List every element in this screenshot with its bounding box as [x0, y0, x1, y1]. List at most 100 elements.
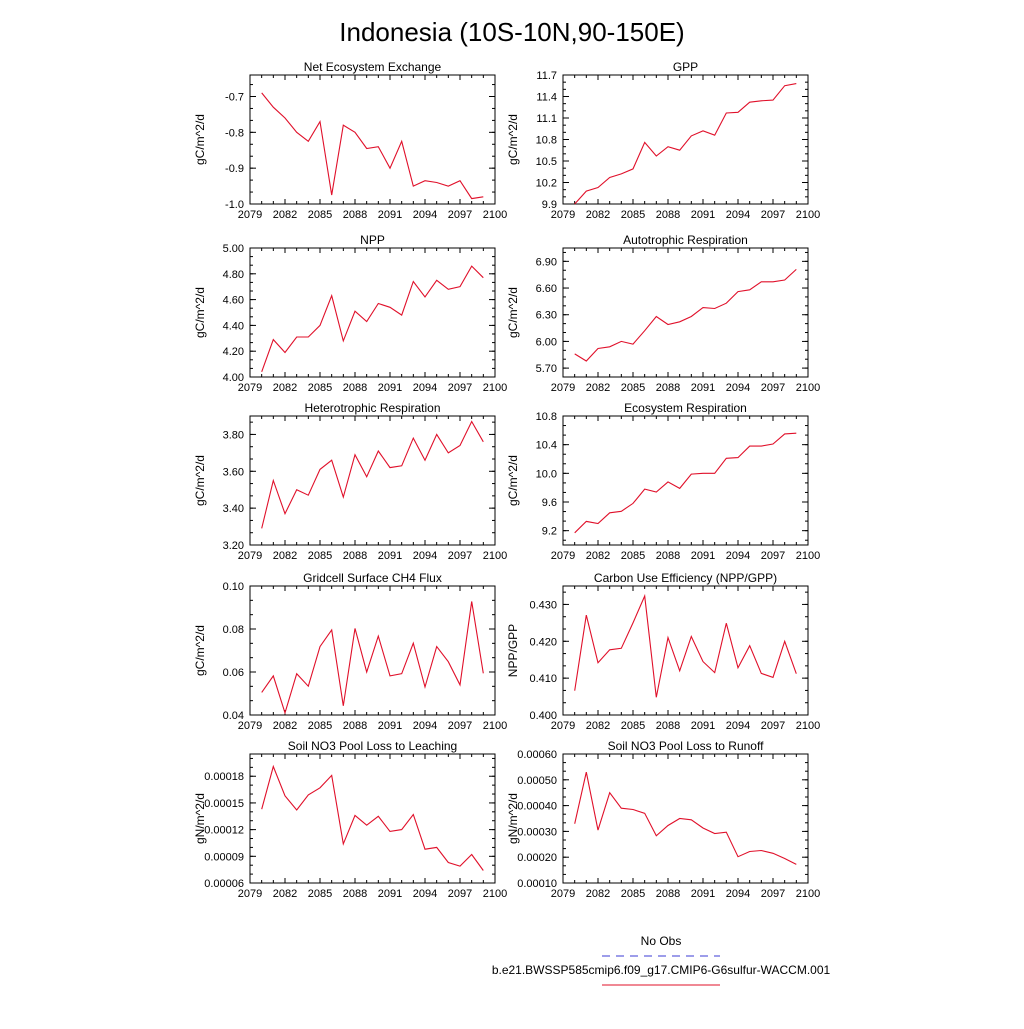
x-tick-label: 2082 [586, 209, 610, 221]
panel-2: GPP 2079 2082 2085 2088 2091 2094 2097 2100 9.9 10… [506, 60, 820, 221]
y-axis-label: gC/m^2/d [506, 114, 520, 165]
y-tick-label: 0.00060 [517, 749, 557, 761]
plot-frame [562, 585, 809, 716]
y-tick-label: 10.8 [536, 135, 557, 147]
x-tick-label: 2082 [586, 382, 610, 394]
panel-6: Ecosystem Respiration 2079 2082 2085 2088 209… [506, 401, 820, 562]
x-tick-label: 2079 [551, 209, 575, 221]
x-tick-label: 2085 [308, 888, 332, 900]
plot-frame [249, 247, 496, 378]
x-tick-label: 2079 [238, 550, 262, 562]
x-tick-label: 2085 [621, 550, 645, 562]
x-tick-label: 2097 [761, 209, 785, 221]
panel-title: Autotrophic Respiration [623, 233, 748, 247]
x-tick-label: 2082 [273, 382, 297, 394]
x-tick-label: 2100 [483, 888, 507, 900]
x-tick-label: 2079 [238, 888, 262, 900]
y-tick-label: 0.10 [223, 581, 244, 593]
legend: No Obs b.e21.BWSSP585cmip6.f09_g17.CMIP6… [492, 934, 831, 986]
x-tick-label: 2085 [308, 550, 332, 562]
x-tick-label: 2094 [726, 209, 750, 221]
x-tick-label: 2091 [378, 720, 402, 732]
x-tick-label: 2088 [343, 382, 367, 394]
y-tick-label: -0.8 [225, 127, 244, 139]
panel-title: Gridcell Surface CH4 Flux [303, 571, 442, 585]
x-tick-label: 2094 [726, 888, 750, 900]
y-tick-label: 5.70 [536, 363, 557, 375]
y-tick-label: 10.0 [536, 468, 557, 480]
x-tick-label: 2085 [621, 720, 645, 732]
x-tick-label: 2097 [448, 209, 472, 221]
y-tick-label: 5.00 [223, 243, 244, 255]
panel-title: Net Ecosystem Exchange [304, 60, 442, 74]
plot-frame [249, 415, 496, 546]
panel-title: NPP [360, 233, 385, 247]
x-tick-label: 2094 [413, 209, 437, 221]
x-tick-label: 2091 [378, 382, 402, 394]
y-axis-label: gN/m^2/d [193, 793, 207, 844]
y-tick-label: 0.00050 [517, 775, 557, 787]
series-line [574, 593, 797, 698]
x-tick-label: 2091 [691, 382, 715, 394]
panel-title: Heterotrophic Respiration [304, 401, 440, 415]
y-axis-label: gC/m^2/d [193, 287, 207, 338]
y-tick-label: 9.2 [542, 526, 557, 538]
x-tick-label: 2091 [378, 550, 402, 562]
x-tick-label: 2082 [273, 209, 297, 221]
y-tick-label: 0.06 [223, 667, 244, 679]
y-tick-label: 0.00006 [204, 878, 244, 890]
y-tick-label: 3.40 [223, 503, 244, 515]
x-tick-label: 2088 [343, 209, 367, 221]
x-tick-label: 2097 [761, 550, 785, 562]
y-axis-label: NPP/GPP [506, 624, 520, 677]
y-tick-label: -0.7 [225, 92, 244, 104]
y-tick-label: 0.00030 [517, 826, 557, 838]
y-tick-label: 4.00 [223, 372, 244, 384]
y-tick-label: 0.00020 [517, 852, 557, 864]
x-tick-label: 2079 [238, 720, 262, 732]
y-tick-label: 3.80 [223, 429, 244, 441]
panel-title: Carbon Use Efficiency (NPP/GPP) [594, 571, 777, 585]
x-tick-label: 2091 [378, 888, 402, 900]
y-tick-label: 0.04 [223, 710, 244, 722]
x-tick-label: 2094 [413, 550, 437, 562]
x-tick-label: 2079 [238, 382, 262, 394]
y-tick-label: 4.20 [223, 346, 244, 358]
panel-3: NPP 2079 2082 2085 2088 2091 2094 2097 2100 4.00 4… [193, 233, 507, 394]
x-tick-label: 2088 [656, 720, 680, 732]
x-tick-label: 2100 [796, 382, 820, 394]
x-tick-label: 2085 [308, 382, 332, 394]
x-tick-label: 2088 [343, 550, 367, 562]
x-tick-label: 2082 [586, 550, 610, 562]
x-tick-label: 2094 [726, 550, 750, 562]
x-tick-label: 2079 [551, 888, 575, 900]
y-tick-label: -1.0 [225, 199, 244, 211]
x-tick-label: 2100 [796, 888, 820, 900]
y-axis-label: gC/m^2/d [193, 455, 207, 506]
x-tick-label: 2091 [691, 720, 715, 732]
x-tick-label: 2082 [586, 720, 610, 732]
x-tick-label: 2097 [448, 888, 472, 900]
x-tick-label: 2097 [761, 720, 785, 732]
y-tick-label: 0.420 [529, 636, 557, 648]
panels: Net Ecosystem Exchange 2079 2082 2085 2088 20… [193, 60, 820, 900]
x-tick-label: 2085 [308, 720, 332, 732]
x-tick-label: 2100 [483, 209, 507, 221]
y-axis-label: gC/m^2/d [193, 625, 207, 676]
y-tick-label: 0.08 [223, 624, 244, 636]
x-tick-label: 2088 [343, 888, 367, 900]
series-line [261, 420, 484, 529]
panel-10: Soil NO3 Pool Loss to Runoff 2079 2082 2085… [506, 739, 820, 900]
panel-5: Heterotrophic Respiration 2079 2082 2085 208… [193, 401, 507, 562]
y-tick-label: 0.00010 [517, 878, 557, 890]
y-tick-label: 9.9 [542, 199, 557, 211]
x-tick-label: 2082 [586, 888, 610, 900]
panel-1: Net Ecosystem Exchange 2079 2082 2085 2088 20… [193, 60, 507, 221]
x-tick-label: 2094 [726, 382, 750, 394]
y-tick-label: 0.00018 [204, 771, 244, 783]
panel-9: Soil NO3 Pool Loss to Leaching 2079 2082 20… [193, 739, 507, 900]
y-tick-label: 3.20 [223, 540, 244, 552]
x-tick-label: 2079 [551, 382, 575, 394]
